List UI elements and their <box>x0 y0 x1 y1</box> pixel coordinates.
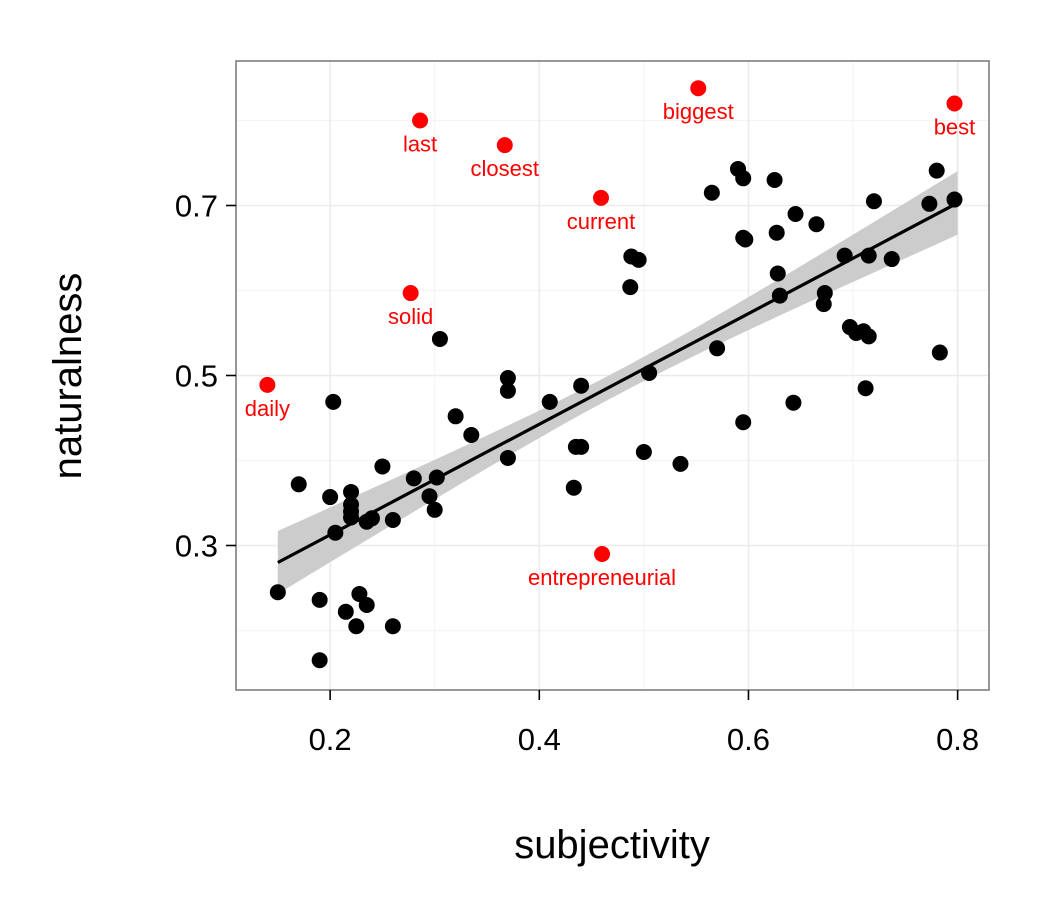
data-point <box>709 340 726 357</box>
data-point <box>311 591 328 608</box>
point-labels: daily solid last closest current entrepreneur… <box>245 99 976 590</box>
point-label-current: current <box>567 209 635 234</box>
highlighted-point-solid <box>402 285 419 302</box>
highlighted-point-closest <box>496 137 513 154</box>
data-point <box>499 382 516 399</box>
data-point <box>447 408 464 425</box>
data-point <box>808 216 825 233</box>
data-point <box>343 483 360 500</box>
data-point <box>641 364 658 381</box>
data-point <box>921 195 938 212</box>
data-point <box>290 476 307 493</box>
y-tick-label: 0.3 <box>175 529 218 564</box>
point-label-best: best <box>934 115 976 140</box>
data-point <box>431 330 448 347</box>
data-point <box>463 427 480 443</box>
highlighted-point-entrepreneurial <box>594 546 611 562</box>
data-point <box>343 509 360 526</box>
data-point <box>269 584 286 601</box>
data-point <box>325 393 342 410</box>
data-point <box>630 251 647 268</box>
x-tick-label: 0.6 <box>727 722 770 757</box>
data-point <box>735 414 752 431</box>
data-points <box>259 80 963 669</box>
data-point <box>426 501 443 518</box>
data-point <box>421 488 438 505</box>
data-point <box>816 285 833 302</box>
highlighted-point-current <box>592 189 609 206</box>
data-point <box>573 377 590 394</box>
y-axis-title: naturalness <box>46 273 90 480</box>
data-point <box>883 251 900 268</box>
data-point <box>363 510 380 527</box>
x-tick-label: 0.2 <box>309 722 352 757</box>
data-point <box>735 170 752 187</box>
data-point <box>311 652 328 669</box>
data-point <box>327 524 344 541</box>
y-tick-label: 0.5 <box>175 359 218 394</box>
point-label-daily: daily <box>245 396 290 421</box>
point-label-entrepreneurial: entrepreneurial <box>528 565 676 590</box>
data-point <box>860 247 877 264</box>
data-point <box>703 184 720 201</box>
data-point <box>931 344 948 361</box>
point-label-last: last <box>403 132 437 157</box>
x-tick-label: 0.8 <box>936 722 979 757</box>
data-point <box>785 394 802 411</box>
data-point <box>384 618 401 635</box>
y-tick-label: 0.7 <box>175 189 218 224</box>
highlighted-point-best <box>946 95 963 112</box>
data-point <box>768 224 785 241</box>
data-point <box>374 458 391 475</box>
data-point <box>737 231 754 248</box>
data-point <box>766 172 783 188</box>
highlighted-point-last <box>412 112 429 129</box>
data-point <box>860 328 877 345</box>
y-axis-ticks: 0.3 0.5 0.7 <box>175 189 236 564</box>
data-point <box>405 470 422 487</box>
data-point <box>836 247 853 264</box>
data-point <box>622 279 639 296</box>
data-point <box>337 603 354 620</box>
trend-line <box>277 201 959 564</box>
highlighted-point-biggest <box>690 80 707 97</box>
data-point <box>428 469 445 486</box>
data-point <box>635 444 652 460</box>
highlighted-point-daily <box>259 376 276 393</box>
data-point <box>769 265 786 282</box>
x-tick-label: 0.4 <box>518 722 561 757</box>
point-label-closest: closest <box>471 156 539 181</box>
point-label-solid: solid <box>388 304 433 329</box>
data-point <box>946 191 963 208</box>
data-point <box>771 287 788 304</box>
data-point <box>787 206 804 222</box>
point-label-biggest: biggest <box>663 99 734 124</box>
data-point <box>499 449 516 466</box>
data-point <box>672 455 689 472</box>
data-point <box>928 162 945 179</box>
data-point <box>541 393 558 410</box>
data-point <box>348 618 365 635</box>
data-point <box>573 438 590 455</box>
data-point <box>565 479 582 496</box>
data-point <box>322 489 339 506</box>
x-axis-ticks: 0.2 0.4 0.6 0.8 <box>309 690 979 757</box>
data-point <box>358 597 375 613</box>
data-point <box>499 370 516 387</box>
data-point <box>865 193 882 210</box>
data-point <box>384 512 401 528</box>
data-point <box>857 380 874 397</box>
x-axis-title: subjectivity <box>514 823 710 867</box>
